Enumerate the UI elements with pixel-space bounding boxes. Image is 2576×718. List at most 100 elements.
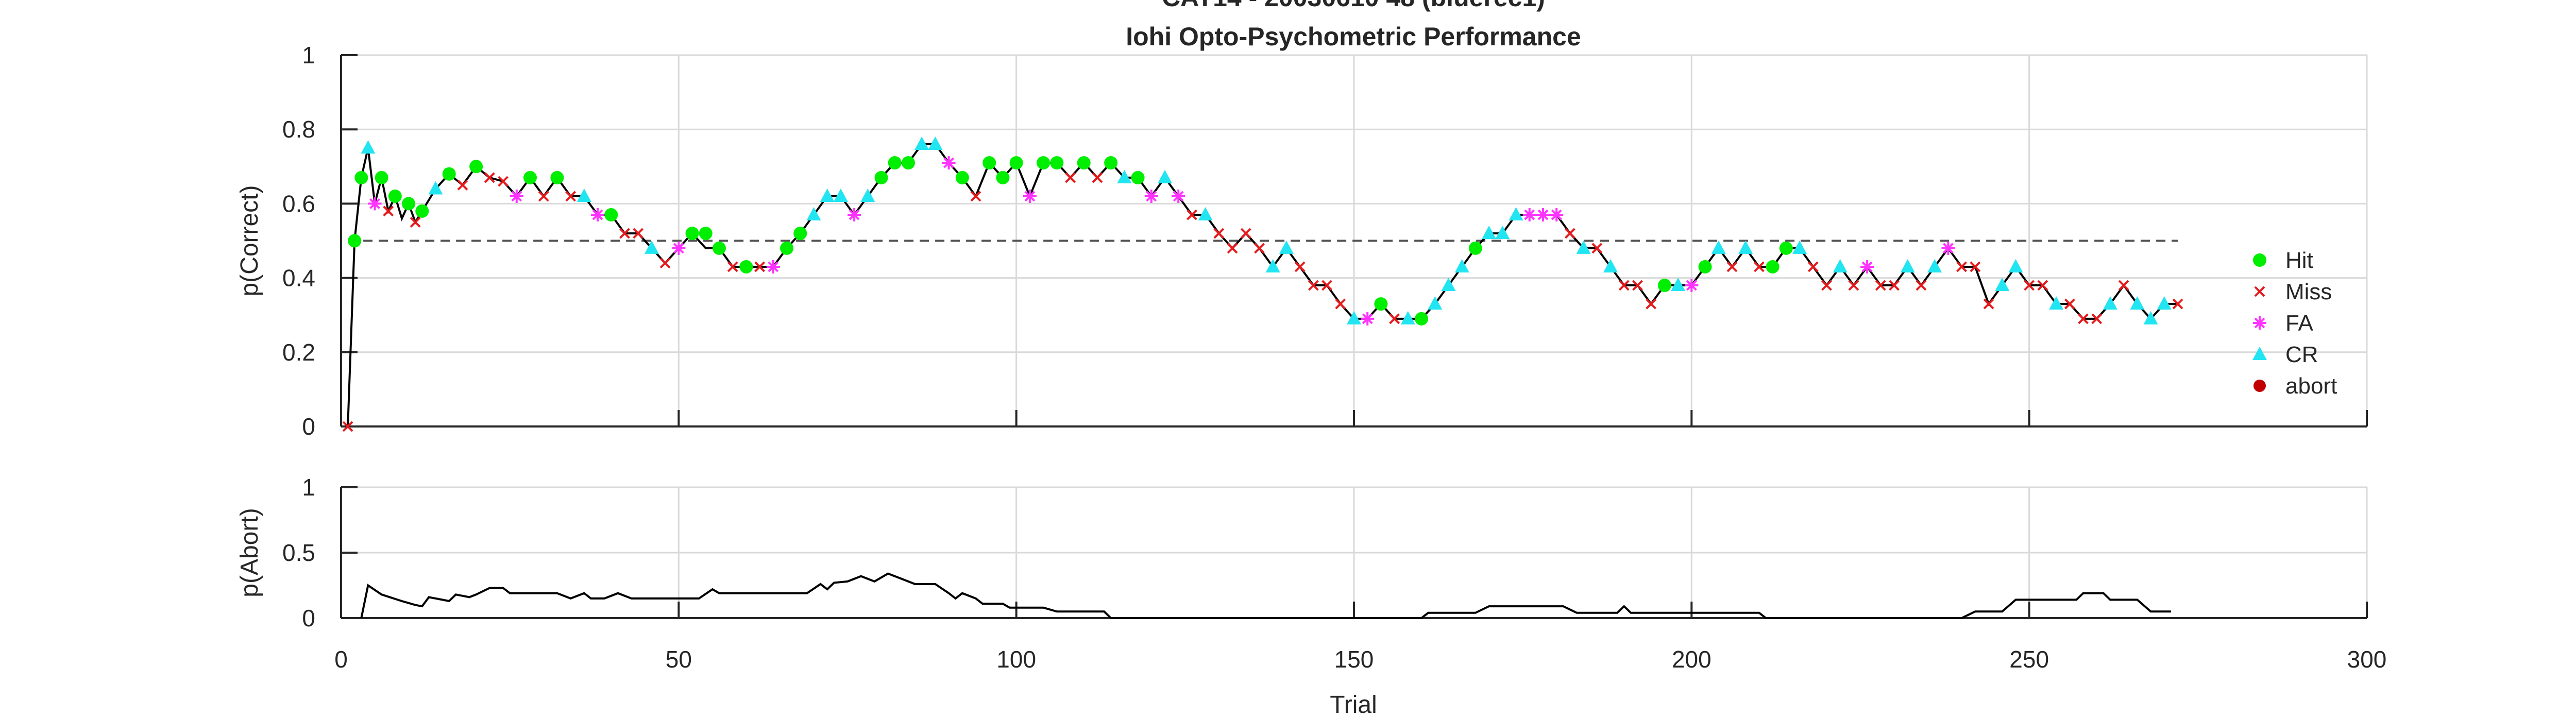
hit-marker (1698, 260, 1712, 273)
y-tick-label: 0.5 (282, 539, 315, 566)
miss-marker (1726, 261, 1738, 272)
hit-marker (415, 204, 429, 218)
miss-marker (1294, 261, 1306, 272)
miss-marker (1848, 280, 1859, 291)
miss-marker (1956, 261, 1968, 272)
hit-marker (604, 208, 618, 222)
cr-marker (1347, 311, 1361, 324)
legend-label-hit: Hit (2285, 248, 2313, 273)
fa-marker (1860, 260, 1874, 273)
cr-marker (577, 188, 591, 202)
miss-marker (410, 217, 421, 228)
hit-marker (699, 227, 713, 241)
miss-marker (1591, 243, 1603, 254)
hit-marker (1779, 241, 1793, 255)
hit-marker (982, 156, 996, 170)
legend-label-abort: abort (2285, 373, 2337, 399)
legend: Hit Miss FA CR abort (2252, 248, 2337, 399)
miss-marker (498, 176, 509, 187)
miss-marker (457, 179, 468, 191)
cr-marker (1900, 259, 1915, 272)
cr-marker (1576, 240, 1591, 254)
miss-marker (1983, 298, 1994, 310)
hit-marker (793, 227, 807, 241)
cr-marker (1509, 207, 1523, 221)
legend-label-cr: CR (2285, 342, 2318, 367)
miss-marker (538, 191, 549, 202)
miss-marker (1389, 313, 1400, 324)
hit-marker (1468, 241, 1482, 255)
cr-marker (2130, 296, 2145, 310)
miss-marker (1092, 172, 1103, 183)
miss-marker (1821, 280, 1832, 291)
hit-marker (955, 170, 969, 184)
fa-marker (591, 208, 605, 222)
hit-marker (1037, 156, 1050, 170)
cr-marker (1279, 240, 1294, 254)
x-tick-label: 0 (334, 646, 348, 673)
cr-marker (1198, 207, 1213, 221)
miss-marker (754, 261, 766, 272)
y-tick-label: 0.4 (282, 265, 315, 292)
legend-abort-marker (2253, 380, 2266, 392)
fa-marker (1144, 189, 1158, 203)
y-tick-label: 1 (302, 474, 315, 501)
cr-marker (1738, 240, 1753, 254)
hit-marker (402, 197, 416, 211)
fa-marker (368, 197, 382, 211)
x-tick-label: 100 (996, 646, 1036, 673)
hit-marker (523, 170, 537, 184)
fa-marker (510, 189, 523, 203)
hit-marker (1657, 279, 1671, 293)
fa-marker (1685, 279, 1699, 293)
miss-marker (1753, 261, 1765, 272)
miss-marker (727, 261, 738, 272)
hit-marker (1415, 312, 1429, 326)
cr-marker (1482, 226, 1497, 240)
cr-marker (2103, 296, 2117, 310)
cr-marker (1927, 259, 1942, 272)
y-axis-label: p(Abort) (236, 508, 263, 597)
fa-marker (1023, 189, 1037, 203)
legend-label-fa: FA (2285, 311, 2313, 336)
miss-marker (970, 191, 981, 202)
cr-marker (2157, 296, 2172, 310)
cr-marker (2143, 311, 2158, 324)
x-axis-label: Trial (1330, 691, 1377, 718)
hit-marker (1077, 156, 1091, 170)
miss-marker (1916, 280, 1927, 291)
x-tick-label: 250 (2009, 646, 2049, 673)
legend-cr-marker (2252, 347, 2267, 360)
chart-title-line1: CAT14 - 20030610 48 (bluerec1) (1162, 0, 1545, 12)
miss-marker (1889, 280, 1900, 291)
cr-marker (1671, 278, 1686, 292)
hit-marker (780, 241, 794, 255)
miss-marker (1321, 280, 1332, 291)
miss-marker (1875, 280, 1886, 291)
cr-marker (1995, 278, 2010, 292)
x-tick-label: 150 (1334, 646, 1374, 673)
cr-marker (1158, 169, 1173, 183)
miss-marker (1308, 280, 1319, 291)
fa-marker (1172, 189, 1185, 203)
abort-axes: 0 50 100 150 200 250 300 0 0.5 1 p(Abort) (236, 474, 2386, 673)
legend-label-miss: Miss (2285, 279, 2332, 304)
miss-marker (1213, 228, 1225, 239)
fa-marker (942, 156, 956, 170)
miss-marker (2091, 313, 2103, 324)
hit-marker (685, 227, 699, 241)
miss-marker (1187, 209, 1197, 220)
y-tick-label: 1 (302, 42, 315, 69)
cr-marker (644, 240, 659, 254)
miss-marker (1227, 243, 1238, 254)
miss-marker (1254, 243, 1265, 254)
y-tick-label: 0.8 (282, 116, 315, 143)
cr-marker (806, 207, 821, 221)
miss-marker (383, 206, 394, 217)
fa-marker (766, 260, 780, 273)
cr-marker (1454, 259, 1469, 272)
cr-marker (914, 136, 929, 150)
miss-marker (565, 191, 577, 202)
hit-marker (874, 170, 888, 184)
